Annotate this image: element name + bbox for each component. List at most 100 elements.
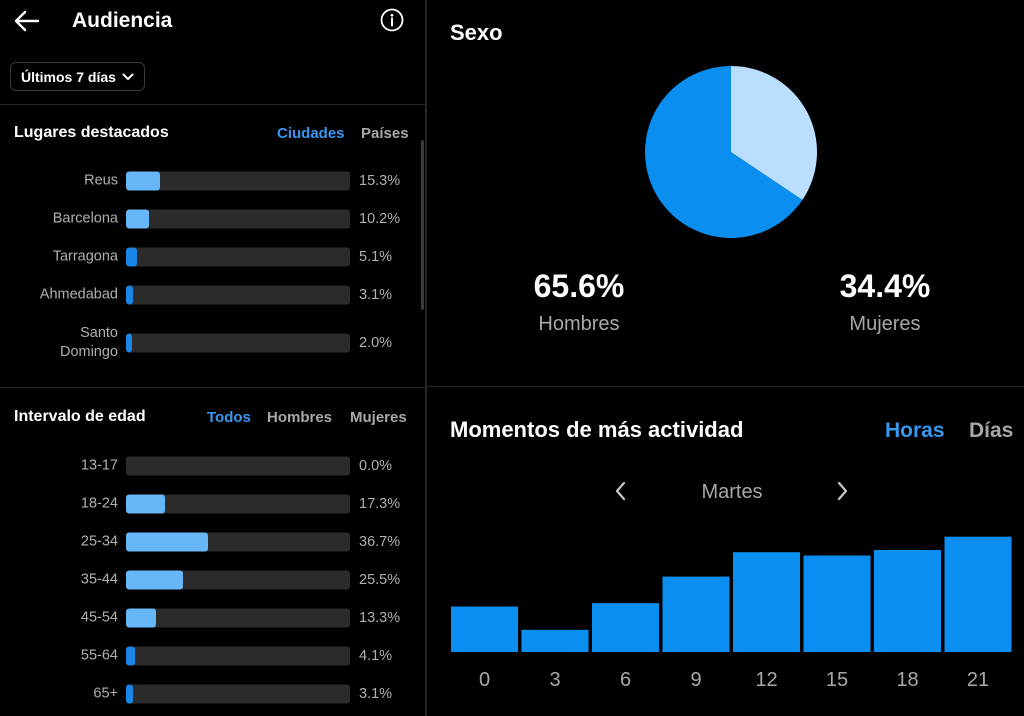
age-bar-fill [126,646,136,666]
places-bar-fill [126,171,161,191]
x-tick-label: 9 [690,669,701,691]
age-percentage: 25.5% [359,572,401,588]
activity-bar [803,555,871,652]
places-label: Barcelona [52,210,118,227]
places-bar-track [126,209,350,229]
age-label: 25-34 [80,533,118,550]
pie-slice-men [645,66,803,238]
age-bar-track [126,570,350,590]
places-bar-fill [126,247,138,267]
age-bar-track [126,532,350,552]
places-row: Tarragona 5.1% [0,244,425,270]
activity-bar [944,536,1012,652]
places-label: Tarragona [52,248,118,265]
x-tick-label: 12 [755,669,777,691]
divider [0,104,425,105]
scrollbar[interactable] [421,140,424,310]
tab-dias[interactable]: Días [969,419,1014,442]
age-label: 45-54 [80,609,118,626]
places-bar-track [126,171,350,191]
age-row: 55-64 4.1% [0,643,425,669]
age-bar-fill [126,494,165,514]
panel-divider [425,0,427,716]
age-bar-track [126,684,350,704]
chevron-right-icon[interactable] [832,479,852,503]
period-dropdown[interactable]: Últimos 7 días [10,62,145,91]
tab-ciudades[interactable]: Ciudades [277,125,345,142]
x-tick-label: 3 [549,669,560,691]
places-label: Santo Domingo [59,325,118,360]
age-label: 13-17 [80,457,118,474]
x-tick-label: 0 [479,669,490,691]
activity-bar [874,549,941,652]
places-percentage: 2.0% [359,335,393,351]
stats-panel: Sexo 65.6% Hombres 34.4% Mujeres Momento… [427,0,1024,716]
tab-paises[interactable]: Países [361,125,409,142]
activity-bar [521,629,589,652]
men-percentage: 65.6% [533,268,625,304]
places-percentage: 3.1% [359,287,393,303]
age-row: 65+ 3.1% [0,681,425,707]
info-icon[interactable] [380,8,404,32]
places-row: Reus 15.3% [0,168,425,194]
age-bar-track [126,646,350,666]
x-tick-label: 6 [620,669,631,691]
divider [427,386,1024,387]
age-row: 18-24 17.3% [0,491,425,517]
age-row: 45-54 13.3% [0,605,425,631]
places-bar-fill [126,333,132,353]
age-bar-fill [126,608,156,628]
age-percentage: 4.1% [359,648,393,664]
tab-hombres[interactable]: Hombres [267,409,333,426]
chevron-left-icon[interactable] [611,479,631,503]
places-row: Santo Domingo 2.0% [0,325,425,360]
age-bar-track [126,494,350,514]
age-bar-fill [126,532,209,552]
tab-horas[interactable]: Horas [885,419,945,442]
day-label: Martes [701,481,763,503]
places-row: Barcelona 10.2% [0,206,425,232]
period-label: Últimos 7 días [21,68,116,85]
places-bar-track [126,247,350,267]
places-bar-track [126,333,350,353]
age-label: 55-64 [80,647,118,664]
places-bar-fill [126,209,149,229]
women-percentage: 34.4% [839,268,931,304]
places-bar-track [126,285,350,305]
back-arrow-icon[interactable] [12,8,42,34]
age-label: 18-24 [80,495,118,512]
places-percentage: 10.2% [359,211,401,227]
x-tick-label: 15 [826,669,848,691]
sex-pie-chart [645,66,817,238]
age-percentage: 13.3% [359,610,401,626]
activity-title: Momentos de más actividad [450,417,744,442]
age-percentage: 0.0% [359,458,393,474]
tab-todos[interactable]: Todos [207,409,251,426]
sex-title: Sexo [450,20,503,45]
age-row: 25-34 36.7% [0,529,425,555]
age-row: 13-17 0.0% [0,453,425,479]
activity-bar-chart: 0 3 6 9 12 15 18 21 [451,536,1012,691]
age-row: 35-44 25.5% [0,567,425,593]
age-bar-track [126,456,350,476]
places-percentage: 15.3% [359,173,401,189]
places-bar-fill [126,285,133,305]
activity-bar [451,606,518,652]
age-percentage: 3.1% [359,686,393,702]
activity-bar [733,552,800,652]
places-row: Ahmedabad 3.1% [0,282,425,308]
page-title: Audiencia [72,9,173,32]
age-bar-fill [126,570,184,590]
age-title: Intervalo de edad [14,408,146,425]
x-tick-label: 21 [967,669,989,691]
age-label: 65+ [93,685,118,702]
activity-bar [592,603,659,652]
women-label: Mujeres [849,313,921,335]
audience-panel: Audiencia Últimos 7 días Lugares destaca… [0,0,425,716]
places-percentage: 5.1% [359,249,393,265]
age-percentage: 36.7% [359,534,401,550]
age-bar-track [126,608,350,628]
age-label: 35-44 [80,571,118,588]
tab-mujeres[interactable]: Mujeres [350,409,407,426]
chevron-down-icon [122,73,134,80]
